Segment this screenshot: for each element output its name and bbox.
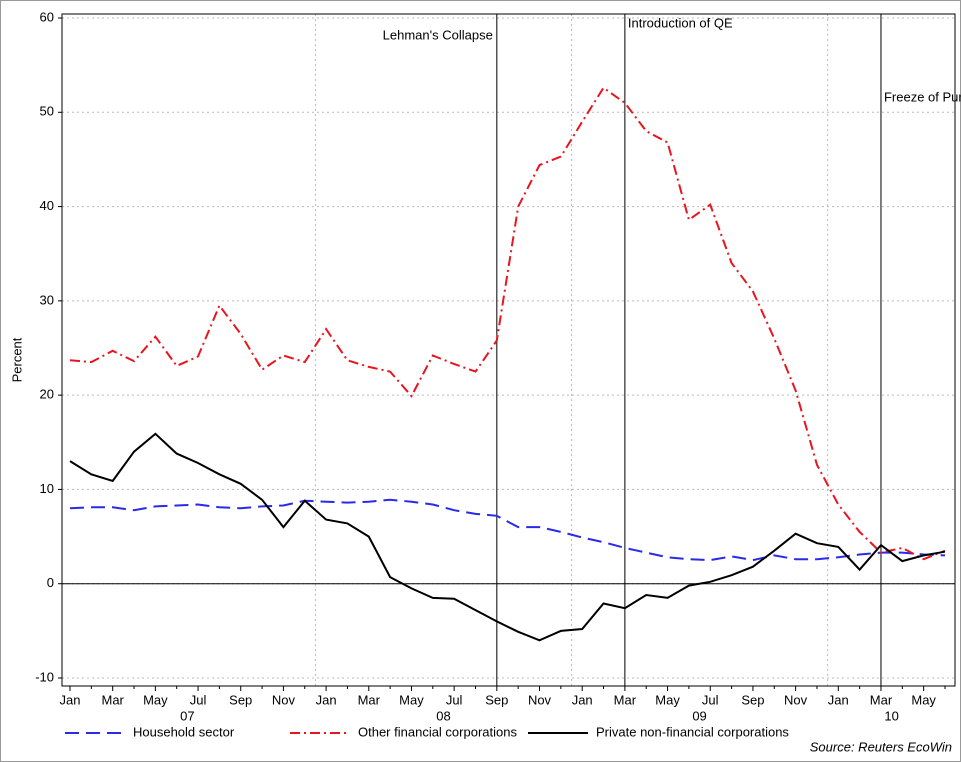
y-axis-label: Percent — [9, 337, 24, 382]
x-tick-label: Nov — [528, 692, 552, 707]
year-label: 09 — [692, 708, 706, 723]
x-tick-label: Nov — [784, 692, 808, 707]
series-line — [69, 86, 946, 561]
x-tick-label: Mar — [358, 692, 381, 707]
x-tick-label: Sep — [229, 692, 252, 707]
x-tick-label: Jan — [828, 692, 849, 707]
x-tick-label: Sep — [741, 692, 764, 707]
x-tick-label: Sep — [485, 692, 508, 707]
x-tick-label: Mar — [101, 692, 124, 707]
plot-frame — [61, 13, 956, 687]
x-tick-label: Mar — [870, 692, 893, 707]
x-tick-label: Jan — [60, 692, 81, 707]
x-tick-label: Jul — [190, 692, 207, 707]
x-tick-label: Mar — [614, 692, 637, 707]
y-tick-label: 0 — [47, 575, 54, 590]
year-label: 10 — [884, 708, 898, 723]
x-tick-label: Jan — [316, 692, 337, 707]
year-label: 08 — [436, 708, 450, 723]
event-label: Introduction of QE — [628, 15, 733, 30]
event-label: Freeze of Purchases — [884, 89, 961, 104]
y-tick-label: 50 — [40, 104, 54, 119]
series-line — [69, 498, 946, 562]
x-tick-label: Jul — [446, 692, 463, 707]
legend-label: Other financial corporations — [358, 724, 517, 739]
x-tick-label: Jul — [702, 692, 719, 707]
series-line — [69, 432, 946, 642]
y-tick-label: 60 — [40, 9, 54, 24]
x-tick-label: Jan — [572, 692, 593, 707]
legend-label: Household sector — [133, 724, 235, 739]
source: Source: Reuters EcoWin — [810, 739, 952, 754]
y-tick-label: -10 — [35, 669, 54, 684]
year-label: 07 — [180, 708, 194, 723]
y-tick-label: 30 — [40, 292, 54, 307]
y-tick-label: 40 — [40, 198, 54, 213]
event-label: Lehman's Collapse — [383, 27, 493, 42]
y-tick-label: 20 — [40, 387, 54, 402]
x-tick-label: May — [143, 692, 168, 707]
x-tick-label: May — [655, 692, 680, 707]
y-tick-label: 10 — [40, 481, 54, 496]
legend-label: Private non-financial corporations — [596, 724, 789, 739]
x-tick-label: May — [399, 692, 424, 707]
x-tick-label: May — [911, 692, 936, 707]
x-tick-label: Nov — [272, 692, 296, 707]
